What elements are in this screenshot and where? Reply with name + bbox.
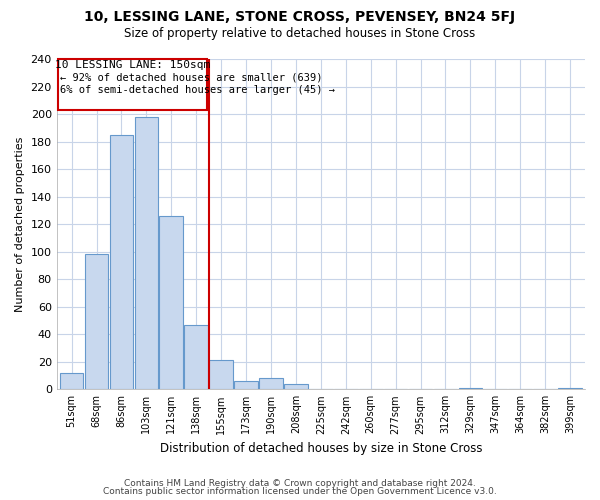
Text: Contains HM Land Registry data © Crown copyright and database right 2024.: Contains HM Land Registry data © Crown c… bbox=[124, 478, 476, 488]
Bar bbox=[134, 117, 158, 390]
Bar bbox=[284, 384, 308, 390]
Bar bbox=[110, 134, 133, 390]
FancyBboxPatch shape bbox=[58, 59, 208, 110]
Bar bbox=[458, 388, 482, 390]
Bar bbox=[85, 254, 109, 390]
Text: 10, LESSING LANE, STONE CROSS, PEVENSEY, BN24 5FJ: 10, LESSING LANE, STONE CROSS, PEVENSEY,… bbox=[85, 10, 515, 24]
X-axis label: Distribution of detached houses by size in Stone Cross: Distribution of detached houses by size … bbox=[160, 442, 482, 455]
Y-axis label: Number of detached properties: Number of detached properties bbox=[15, 136, 25, 312]
Text: Contains public sector information licensed under the Open Government Licence v3: Contains public sector information licen… bbox=[103, 487, 497, 496]
Bar bbox=[259, 378, 283, 390]
Text: Size of property relative to detached houses in Stone Cross: Size of property relative to detached ho… bbox=[124, 28, 476, 40]
Bar bbox=[184, 324, 208, 390]
Bar bbox=[209, 360, 233, 390]
Bar bbox=[558, 388, 582, 390]
Bar bbox=[160, 216, 183, 390]
Bar bbox=[234, 381, 258, 390]
Text: 10 LESSING LANE: 150sqm: 10 LESSING LANE: 150sqm bbox=[55, 60, 211, 70]
Text: ← 92% of detached houses are smaller (639): ← 92% of detached houses are smaller (63… bbox=[61, 73, 323, 83]
Text: 6% of semi-detached houses are larger (45) →: 6% of semi-detached houses are larger (4… bbox=[61, 85, 335, 95]
Bar bbox=[60, 373, 83, 390]
